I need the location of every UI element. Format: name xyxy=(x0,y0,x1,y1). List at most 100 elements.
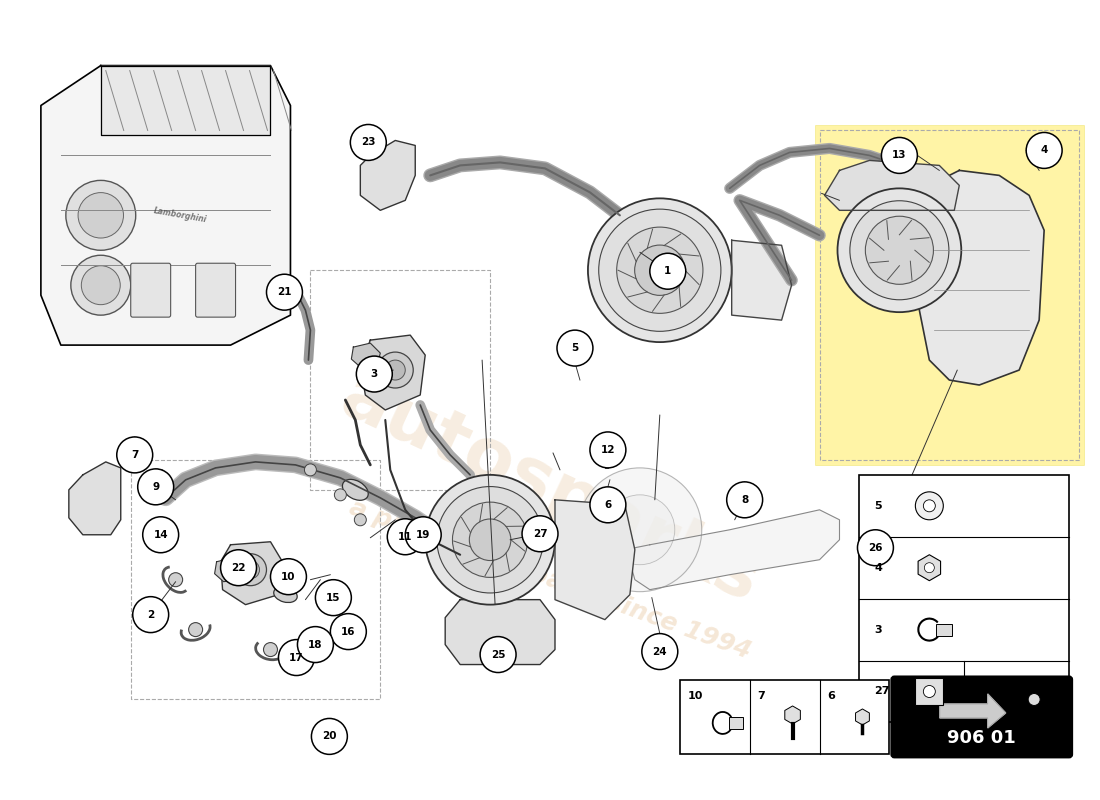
Circle shape xyxy=(70,255,131,315)
Text: 15: 15 xyxy=(326,593,341,602)
Text: 20: 20 xyxy=(322,731,337,742)
Circle shape xyxy=(405,517,441,553)
Circle shape xyxy=(923,500,935,512)
Circle shape xyxy=(305,464,317,476)
Circle shape xyxy=(557,330,593,366)
Circle shape xyxy=(168,573,183,586)
Circle shape xyxy=(138,469,174,505)
Circle shape xyxy=(133,597,168,633)
Polygon shape xyxy=(361,141,415,210)
Circle shape xyxy=(354,514,366,526)
Circle shape xyxy=(316,580,351,616)
Circle shape xyxy=(311,718,348,754)
Text: 906 01: 906 01 xyxy=(947,729,1016,747)
Circle shape xyxy=(81,266,120,305)
Circle shape xyxy=(881,138,917,174)
Text: 10: 10 xyxy=(688,691,703,702)
Text: 6: 6 xyxy=(604,500,612,510)
Circle shape xyxy=(221,550,256,586)
Circle shape xyxy=(356,356,393,392)
FancyBboxPatch shape xyxy=(728,717,743,729)
Circle shape xyxy=(377,352,414,388)
Circle shape xyxy=(1028,694,1041,706)
Polygon shape xyxy=(214,558,243,582)
Circle shape xyxy=(278,639,315,675)
Polygon shape xyxy=(41,66,290,345)
Circle shape xyxy=(635,245,685,295)
Text: 8: 8 xyxy=(741,495,748,505)
Text: 16: 16 xyxy=(341,626,355,637)
Circle shape xyxy=(1026,133,1063,169)
Circle shape xyxy=(915,492,944,520)
Circle shape xyxy=(641,634,678,670)
Polygon shape xyxy=(939,694,1005,728)
Text: 4: 4 xyxy=(874,562,882,573)
Circle shape xyxy=(297,626,333,662)
Text: 7: 7 xyxy=(758,691,766,702)
Circle shape xyxy=(330,614,366,650)
Circle shape xyxy=(437,486,543,593)
Text: a passion for parts since 1994: a passion for parts since 1994 xyxy=(345,496,755,664)
FancyBboxPatch shape xyxy=(891,677,1072,758)
FancyBboxPatch shape xyxy=(859,475,1069,722)
Text: 3: 3 xyxy=(874,625,882,634)
FancyBboxPatch shape xyxy=(196,263,235,317)
Circle shape xyxy=(264,642,277,657)
Polygon shape xyxy=(556,500,635,620)
Circle shape xyxy=(924,562,934,573)
Polygon shape xyxy=(825,161,959,210)
Circle shape xyxy=(866,216,934,284)
Text: 14: 14 xyxy=(153,530,168,540)
Polygon shape xyxy=(221,542,283,605)
Circle shape xyxy=(650,254,685,289)
Text: 2: 2 xyxy=(147,610,154,620)
Circle shape xyxy=(605,495,674,565)
Circle shape xyxy=(188,622,202,637)
FancyBboxPatch shape xyxy=(680,679,890,754)
Polygon shape xyxy=(920,170,1044,385)
Text: 13: 13 xyxy=(892,150,906,161)
Circle shape xyxy=(266,274,302,310)
Polygon shape xyxy=(732,240,792,320)
Text: 9: 9 xyxy=(152,482,160,492)
Circle shape xyxy=(850,201,949,300)
Polygon shape xyxy=(630,510,839,590)
Circle shape xyxy=(271,558,307,594)
Circle shape xyxy=(143,517,178,553)
Circle shape xyxy=(334,489,346,501)
Polygon shape xyxy=(101,66,271,135)
Polygon shape xyxy=(351,343,381,367)
Circle shape xyxy=(923,686,935,698)
Text: 17: 17 xyxy=(289,653,304,662)
Text: 4: 4 xyxy=(1041,146,1048,155)
Circle shape xyxy=(66,180,135,250)
Circle shape xyxy=(858,530,893,566)
Text: 22: 22 xyxy=(231,562,245,573)
Circle shape xyxy=(727,482,762,518)
Text: 7: 7 xyxy=(131,450,139,460)
FancyBboxPatch shape xyxy=(915,678,944,706)
Text: 26: 26 xyxy=(868,542,882,553)
Text: 5: 5 xyxy=(874,501,882,511)
Text: 12: 12 xyxy=(601,445,615,455)
Circle shape xyxy=(117,437,153,473)
Circle shape xyxy=(598,209,721,331)
Ellipse shape xyxy=(342,479,369,500)
FancyBboxPatch shape xyxy=(131,263,170,317)
Circle shape xyxy=(452,502,528,578)
Circle shape xyxy=(78,193,123,238)
Text: 1: 1 xyxy=(664,266,671,276)
Circle shape xyxy=(350,125,386,161)
Circle shape xyxy=(837,188,961,312)
Text: 18: 18 xyxy=(308,639,322,650)
Text: 25: 25 xyxy=(491,650,505,659)
FancyBboxPatch shape xyxy=(936,624,953,635)
Circle shape xyxy=(234,554,266,586)
Ellipse shape xyxy=(274,586,297,602)
Text: 27: 27 xyxy=(874,686,890,697)
Text: 6: 6 xyxy=(827,691,835,702)
Circle shape xyxy=(385,360,405,380)
Circle shape xyxy=(470,519,510,561)
Polygon shape xyxy=(69,462,121,534)
Text: 19: 19 xyxy=(416,530,430,540)
